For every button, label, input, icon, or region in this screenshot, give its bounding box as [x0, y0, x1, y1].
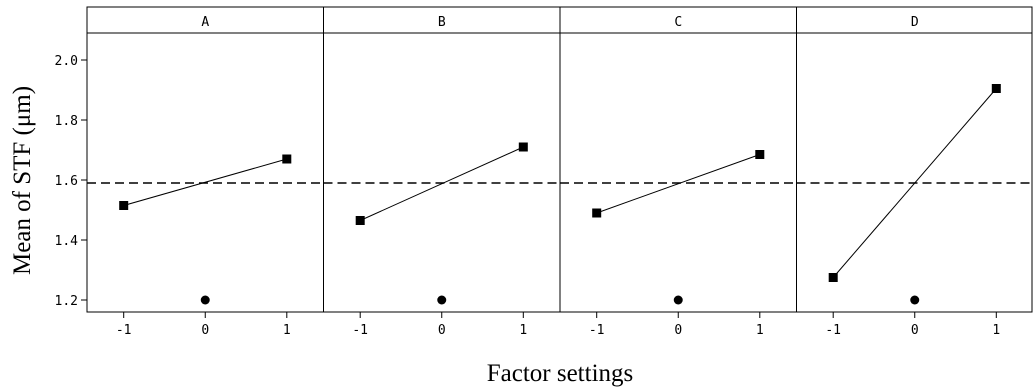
data-point	[282, 154, 292, 164]
y-tick-label: 2.0	[55, 54, 78, 69]
x-tick-label: 1	[283, 323, 291, 338]
x-tick-label: 0	[201, 323, 209, 338]
panel-b: B -1 0 1	[323, 7, 560, 338]
panel-label-c: C	[674, 15, 682, 30]
y-axis-title: Mean of STF (μm)	[9, 86, 36, 275]
center-point	[910, 295, 920, 305]
x-tick-label: 1	[992, 323, 1000, 338]
x-tick-label: 1	[519, 323, 527, 338]
panel-a: A -1 0 1	[87, 15, 324, 338]
x-tick-label: -1	[825, 323, 841, 338]
data-point	[755, 150, 765, 159]
panel-label-d: D	[911, 15, 919, 30]
x-tick-label: -1	[116, 323, 132, 338]
y-tick-label: 1.6	[55, 174, 78, 189]
x-tick-label: 1	[756, 323, 764, 338]
x-tick-label: 0	[674, 323, 682, 338]
panel-c: C -1 0 1	[559, 7, 797, 338]
panel-d: D -1 0 1	[796, 7, 1033, 338]
x-tick-label: -1	[589, 323, 605, 338]
x-axis-title: Factor settings	[487, 360, 634, 387]
x-tick-label: -1	[352, 323, 368, 338]
data-point	[991, 84, 1001, 93]
y-tick-label: 1.8	[55, 114, 78, 129]
panels: A -1 0 1 B -1 0 1 C -1 0 1 D -1 0 1	[86, 6, 1033, 338]
data-point	[828, 273, 838, 282]
panel-label-a: A	[201, 15, 209, 30]
center-point	[437, 295, 447, 305]
x-tick-label: 0	[911, 323, 919, 338]
data-point	[355, 216, 365, 225]
effect-line	[832, 88, 997, 278]
data-point	[518, 142, 528, 152]
y-tick-label: 1.4	[55, 234, 79, 249]
data-point	[592, 208, 602, 218]
effect-line	[596, 154, 760, 214]
center-point	[673, 295, 683, 305]
panel-label-b: B	[438, 15, 446, 30]
y-axis: 1.2 1.4 1.6 1.8 2.0	[55, 54, 87, 309]
center-point	[200, 295, 210, 305]
effect-line	[359, 146, 524, 221]
x-tick-label: 0	[438, 323, 446, 338]
data-point	[119, 201, 129, 210]
y-tick-label: 1.2	[55, 294, 78, 309]
effect-line	[123, 158, 287, 206]
